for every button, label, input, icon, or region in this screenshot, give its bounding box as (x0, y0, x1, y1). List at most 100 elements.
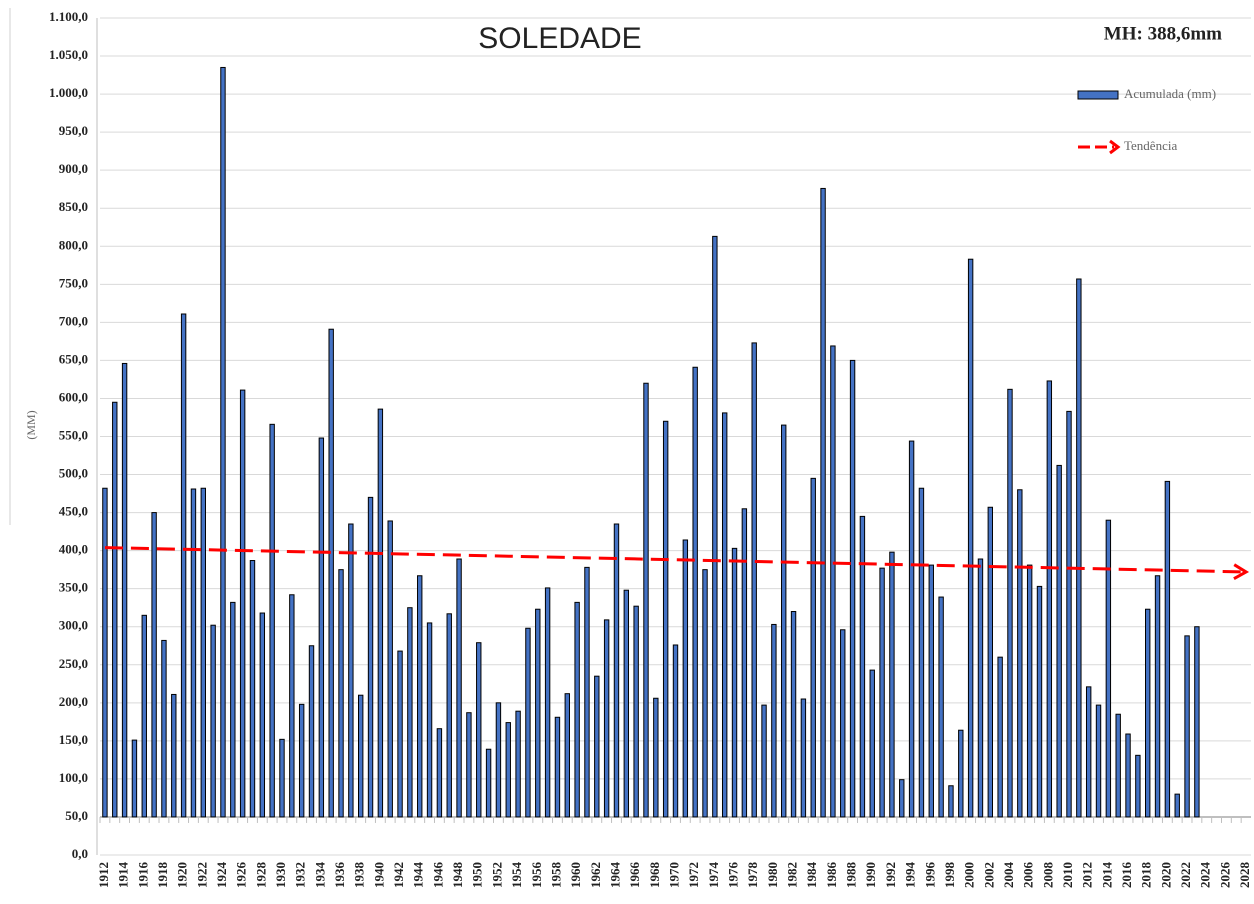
bar (800, 698, 807, 818)
bar (151, 512, 157, 818)
x-tick-label: 1938 (352, 862, 367, 889)
bar (525, 627, 531, 818)
bar (633, 605, 639, 818)
x-tick-label: 2020 (1158, 862, 1173, 888)
bar (1026, 564, 1033, 818)
bar (318, 437, 325, 818)
y-tick-label: 0,0 (72, 846, 88, 861)
y-tick-label: 250,0 (59, 656, 88, 671)
x-tick-label: 1992 (883, 862, 898, 888)
bar (220, 66, 226, 818)
bar (731, 547, 738, 818)
bar (200, 487, 206, 818)
x-tick-label: 2018 (1139, 862, 1154, 889)
x-tick-label: 1918 (155, 862, 170, 889)
bar (259, 612, 266, 818)
y-tick-label: 950,0 (59, 123, 88, 138)
bar (1154, 575, 1161, 818)
bar (505, 722, 511, 818)
y-tick-label: 1.100,0 (49, 9, 88, 24)
bar (387, 520, 393, 818)
x-tick-label: 2014 (1099, 862, 1114, 889)
x-tick-label: 1944 (411, 862, 426, 889)
x-tick-label: 2010 (1060, 862, 1075, 888)
bar (712, 235, 718, 818)
chart-title: SOLEDADE (478, 22, 641, 55)
x-tick-label: 2028 (1237, 862, 1252, 889)
legend-swatch (1077, 90, 1119, 100)
x-tick-label: 1978 (745, 862, 760, 889)
bar (1125, 733, 1131, 818)
x-tick-label: 1950 (470, 862, 485, 888)
bar (171, 693, 177, 818)
y-tick-label: 1.050,0 (49, 47, 88, 62)
y-tick-label: 450,0 (59, 504, 88, 519)
x-tick-label: 1984 (804, 862, 819, 889)
bar (239, 389, 246, 818)
bar (269, 423, 275, 818)
bar (328, 328, 334, 818)
bar (102, 487, 108, 818)
bar (810, 477, 816, 818)
bar (289, 594, 295, 818)
bar (849, 359, 856, 818)
legend-label: Tendência (1124, 138, 1177, 153)
bar (554, 716, 561, 818)
x-tick-label: 1926 (234, 862, 249, 889)
trend-line (104, 546, 1247, 574)
x-tick-label: 1916 (135, 862, 150, 889)
bar (830, 345, 836, 818)
bar (967, 258, 974, 818)
x-tick-label: 2022 (1178, 862, 1193, 888)
x-tick-label: 1930 (273, 862, 288, 888)
y-tick-label: 200,0 (59, 694, 88, 709)
bar (761, 704, 767, 818)
bar (692, 366, 698, 818)
x-tick-label: 1994 (903, 862, 918, 889)
y-tick-label: 50,0 (65, 808, 88, 823)
y-tick-label: 800,0 (59, 237, 88, 252)
bar (397, 650, 403, 818)
x-tick-label: 1968 (647, 862, 662, 889)
bar (1076, 278, 1082, 818)
bar (456, 558, 462, 818)
bar (889, 551, 895, 818)
bar (662, 420, 669, 818)
bar (190, 488, 197, 818)
bar (653, 697, 659, 818)
x-tick-label: 1972 (686, 862, 701, 888)
bar (771, 623, 777, 818)
bar (564, 693, 570, 818)
y-tick-label: 300,0 (59, 618, 88, 633)
bar (1115, 713, 1121, 818)
bar (338, 569, 344, 818)
bar (407, 607, 413, 818)
x-tick-label: 1952 (489, 862, 504, 888)
bar (682, 539, 689, 818)
bar (348, 523, 354, 818)
x-tick-label: 1966 (627, 862, 642, 889)
x-tick-label: 1964 (607, 862, 622, 889)
bar (623, 589, 630, 818)
x-tick-label: 1976 (726, 862, 741, 889)
bar (859, 515, 866, 818)
x-tick-label: 1924 (214, 862, 229, 889)
x-tick-label: 2026 (1217, 862, 1232, 889)
bar (161, 639, 167, 818)
y-tick-label: 750,0 (59, 275, 88, 290)
bar (426, 622, 433, 818)
x-tick-label: 1974 (706, 862, 721, 889)
y-tick-label: 150,0 (59, 732, 88, 747)
bar (948, 785, 954, 818)
bar (1095, 704, 1102, 818)
x-tick-label: 2008 (1040, 862, 1055, 889)
bar (1145, 608, 1151, 818)
bar (417, 575, 423, 818)
bar (977, 558, 984, 818)
bar (879, 567, 885, 818)
x-tick-label: 1920 (175, 862, 190, 888)
x-tick-label: 1912 (96, 862, 111, 888)
x-tick-label: 2024 (1198, 862, 1213, 889)
bar (869, 669, 875, 818)
